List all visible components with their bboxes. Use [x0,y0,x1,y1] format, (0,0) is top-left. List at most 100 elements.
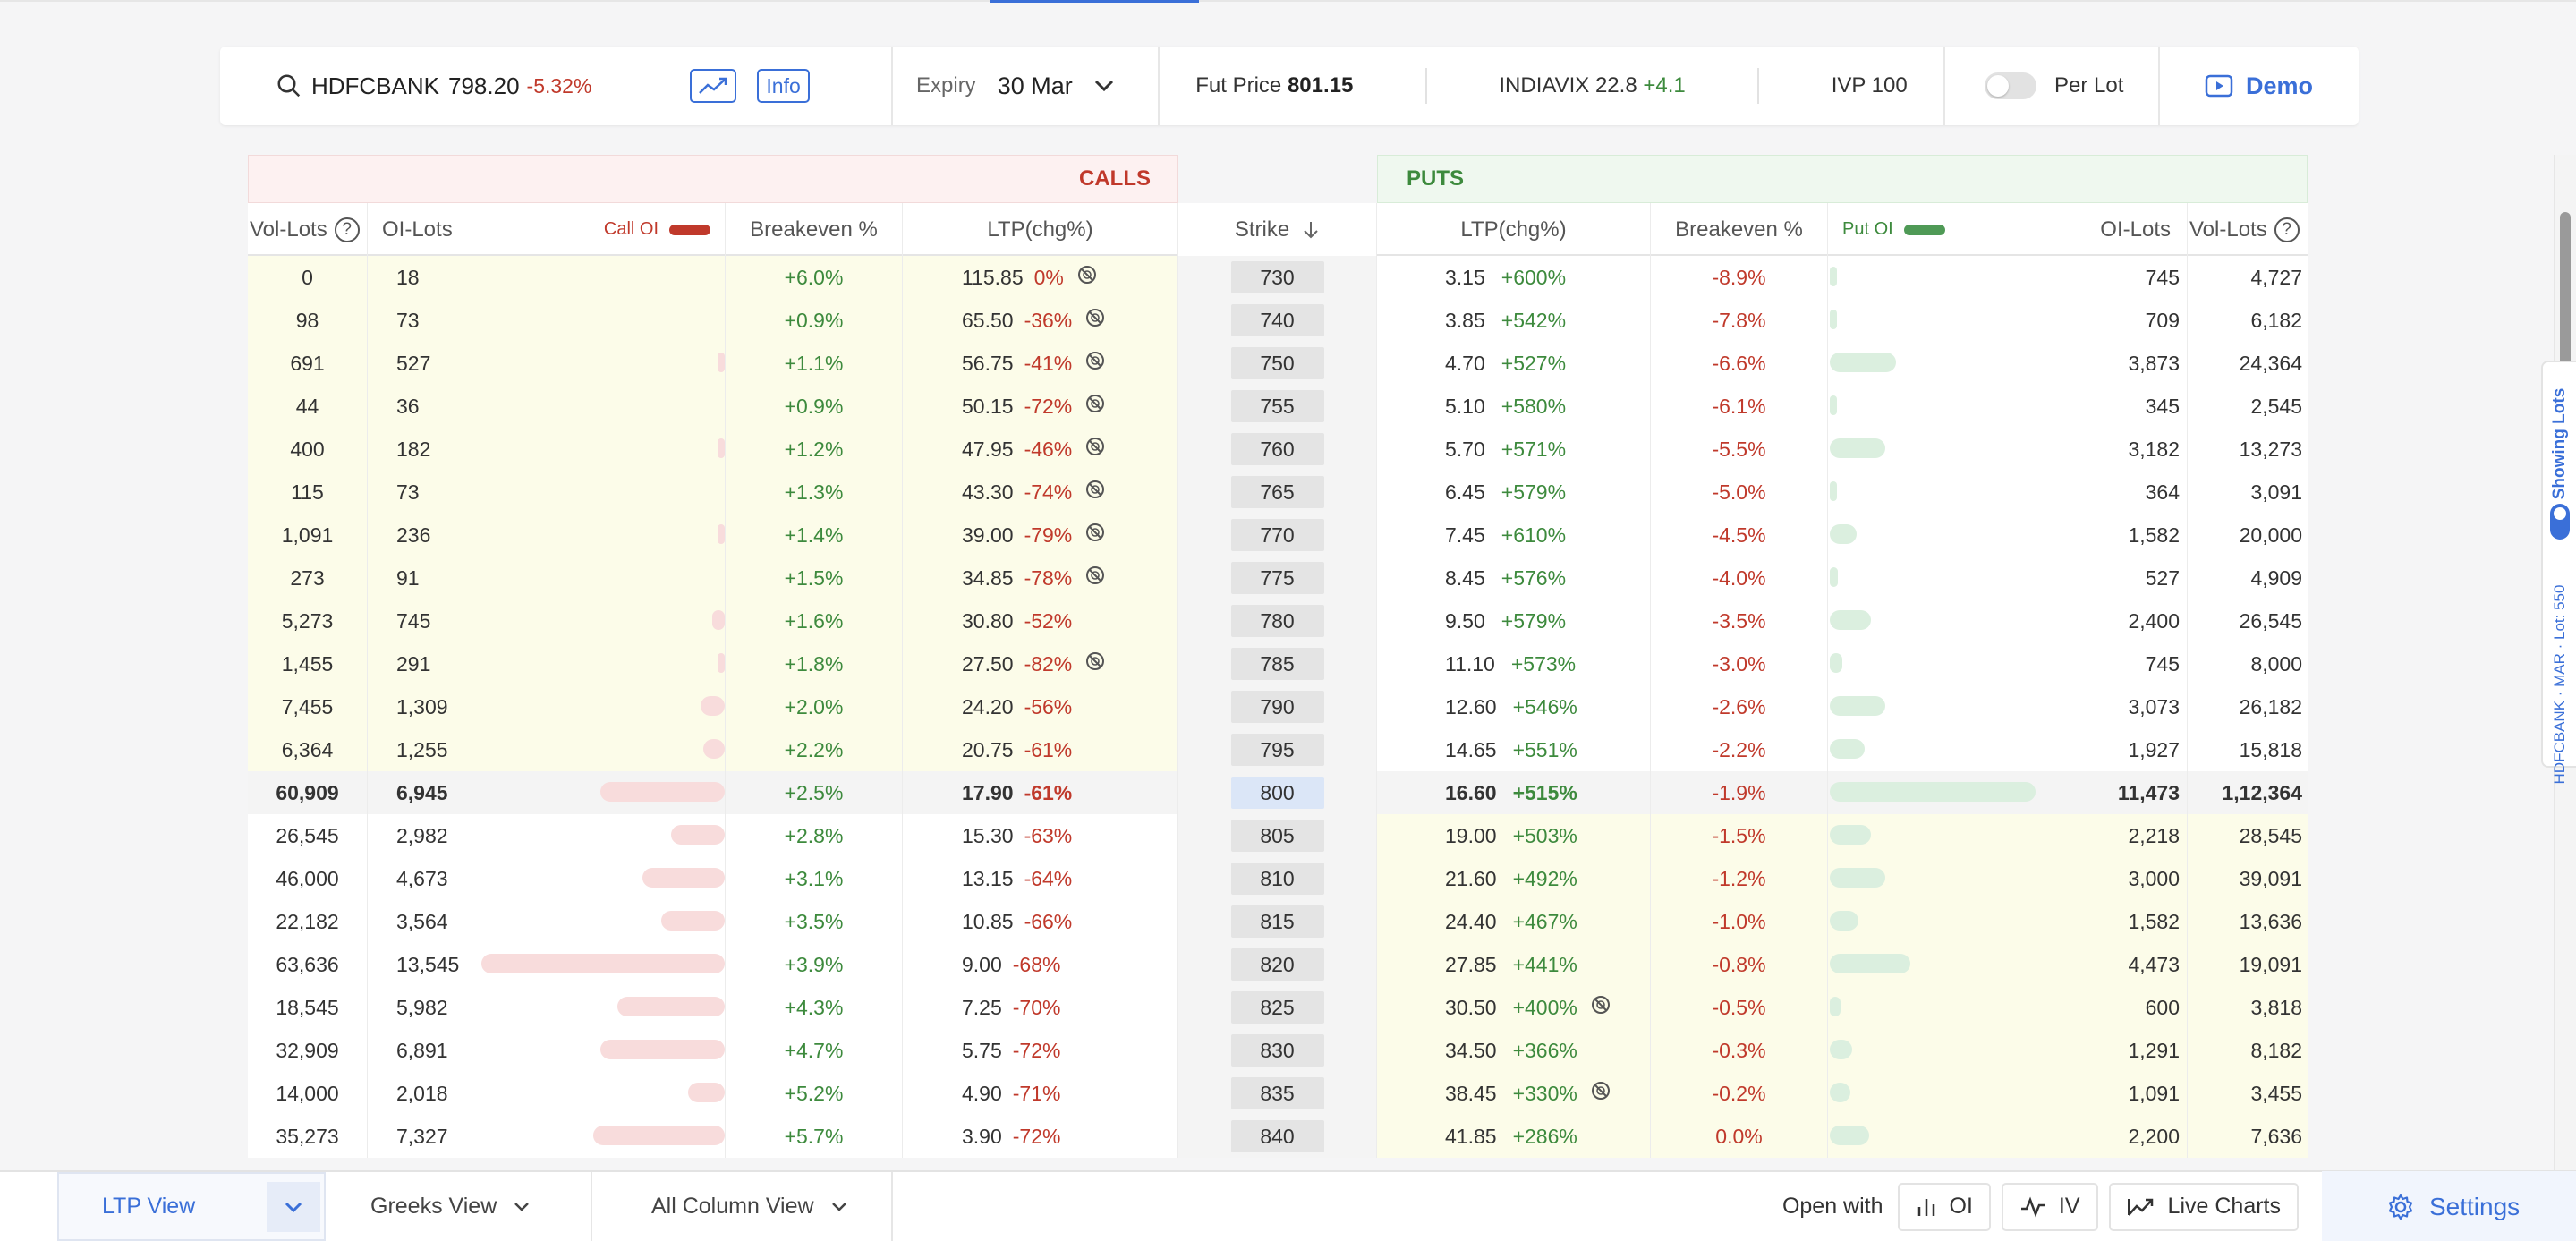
put-ltp-header[interactable]: LTP(chg%) [1377,203,1651,256]
put-ltp[interactable]: 16.60 +515% [1377,771,1651,814]
table-row[interactable]: 1,091 236 +1.4% 39.00 -79% 770 7.45 +610% -4.5% 1… [248,514,2308,557]
call-ltp[interactable]: 24.20 -56% [903,685,1178,728]
call-ltp[interactable]: 10.85 -66% [903,900,1178,943]
put-ltp[interactable]: 11.10 +573% [1377,642,1651,685]
put-ltp[interactable]: 21.60 +492% [1377,857,1651,900]
call-ltp[interactable]: 65.50 -36% [903,299,1178,342]
put-vol-value: 3,818 [2250,995,2302,1019]
table-row[interactable]: 98 73 +0.9% 65.50 -36% 740 3.85 +542% -7.8% 709 6,… [248,299,2308,342]
table-row[interactable]: 60,909 6,945 +2.5% 17.90 -61% 800 16.60 +515% -1… [248,771,2308,814]
table-row[interactable]: 63,636 13,545 +3.9% 9.00 -68% 820 27.85 +441% -0… [248,943,2308,986]
put-ltp[interactable]: 8.45 +576% [1377,557,1651,599]
call-ltp[interactable]: 15.30 -63% [903,814,1178,857]
table-row[interactable]: 6,364 1,255 +2.2% 20.75 -61% 795 14.65 +551% -2.… [248,728,2308,771]
call-ltp-header[interactable]: LTP(chg%) [903,203,1178,256]
put-ltp[interactable]: 3.15 +600% [1377,256,1651,299]
expiry-selector[interactable]: Expiry 30 Mar [893,47,1160,125]
table-row[interactable]: 35,273 7,327 +5.7% 3.90 -72% 840 41.85 +286% 0.0… [248,1115,2308,1158]
put-ltp[interactable]: 6.45 +579% [1377,471,1651,514]
call-ltp[interactable]: 115.85 0% [903,256,1178,299]
greeks-view-button[interactable]: Greeks View [370,1172,592,1241]
put-ltp[interactable]: 5.10 +580% [1377,385,1651,428]
put-ltp[interactable]: 7.45 +610% [1377,514,1651,557]
put-oi-value: 345 [2145,394,2180,418]
table-row[interactable]: 26,545 2,982 +2.8% 15.30 -63% 805 19.00 +503% -1… [248,814,2308,857]
put-oi-bar [1830,567,1838,587]
view-dropdown-button[interactable] [267,1181,320,1232]
put-ltp[interactable]: 30.50 +400% [1377,986,1651,1029]
strike-cell: 790 [1178,685,1377,728]
per-lot-toggle[interactable] [1985,72,2036,99]
strike-value: 835 [1230,1077,1324,1109]
table-row[interactable]: 14,000 2,018 +5.2% 4.90 -71% 835 38.45 +330% -0.… [248,1072,2308,1115]
call-ltp[interactable]: 50.15 -72% [903,385,1178,428]
search-icon[interactable] [276,72,302,99]
table-row[interactable]: 691 527 +1.1% 56.75 -41% 750 4.70 +527% -6.6% 3,8… [248,342,2308,385]
call-ltp[interactable]: 34.85 -78% [903,557,1178,599]
call-ltp[interactable]: 7.25 -70% [903,986,1178,1029]
put-vol-lots: 13,636 [2188,900,2308,943]
put-ltp[interactable]: 5.70 +571% [1377,428,1651,471]
put-ltp[interactable]: 3.85 +542% [1377,299,1651,342]
call-ltp[interactable]: 27.50 -82% [903,642,1178,685]
call-ltp[interactable]: 30.80 -52% [903,599,1178,642]
table-row[interactable]: 22,182 3,564 +3.5% 10.85 -66% 815 24.40 +467% -1… [248,900,2308,943]
lots-toggle[interactable] [2550,504,2570,540]
call-ltp[interactable]: 43.30 -74% [903,471,1178,514]
call-ltp[interactable]: 9.00 -68% [903,943,1178,986]
call-ltp[interactable]: 56.75 -41% [903,342,1178,385]
put-ltp[interactable]: 14.65 +551% [1377,728,1651,771]
table-row[interactable]: 1,455 291 +1.8% 27.50 -82% 785 11.10 +573% -3.0%… [248,642,2308,685]
help-icon[interactable]: ? [2274,217,2300,242]
put-ltp[interactable]: 38.45 +330% [1377,1072,1651,1115]
put-ltp[interactable]: 4.70 +527% [1377,342,1651,385]
call-breakeven-header[interactable]: Breakeven % [726,203,903,256]
call-ltp[interactable]: 13.15 -64% [903,857,1178,900]
put-ltp[interactable]: 12.60 +546% [1377,685,1651,728]
put-breakeven-header[interactable]: Breakeven % [1651,203,1828,256]
put-ltp[interactable]: 27.85 +441% [1377,943,1651,986]
settings-button[interactable]: Settings [2322,1171,2576,1241]
symbol-name[interactable]: HDFCBANK [311,72,440,99]
open-iv-button[interactable]: IV [2001,1182,2098,1231]
put-ltp[interactable]: 34.50 +366% [1377,1029,1651,1072]
call-ltp[interactable]: 3.90 -72% [903,1115,1178,1158]
put-ltp[interactable]: 24.40 +467% [1377,900,1651,943]
put-ltp[interactable]: 9.50 +579% [1377,599,1651,642]
call-ltp[interactable]: 39.00 -79% [903,514,1178,557]
table-row[interactable]: 400 182 +1.2% 47.95 -46% 760 5.70 +571% -5.5% 3,1… [248,428,2308,471]
table-row[interactable]: 115 73 +1.3% 43.30 -74% 765 6.45 +579% -5.0% 364 3… [248,471,2308,514]
arrow-down-icon[interactable] [1302,220,1320,240]
call-ltp[interactable]: 17.90 -61% [903,771,1178,814]
table-row[interactable]: 7,455 1,309 +2.0% 24.20 -56% 790 12.60 +546% -2.… [248,685,2308,728]
ltp-view-button[interactable]: LTP View [57,1172,326,1241]
help-icon[interactable]: ? [334,217,360,242]
table-row[interactable]: 18,545 5,982 +4.3% 7.25 -70% 825 30.50 +400% -0.… [248,986,2308,1029]
all-column-view-button[interactable]: All Column View [651,1172,893,1241]
open-oi-button[interactable]: OI [1897,1182,1991,1231]
put-ltp[interactable]: 41.85 +286% [1377,1115,1651,1158]
table-row[interactable]: 44 36 +0.9% 50.15 -72% 755 5.10 +580% -6.1% 345 2,… [248,385,2308,428]
call-ltp[interactable]: 47.95 -46% [903,428,1178,471]
symbol-section[interactable]: HDFCBANK 798.20 -5.32% Info [220,47,893,125]
put-ltp[interactable]: 19.00 +503% [1377,814,1651,857]
scrollbar-thumb[interactable] [2560,212,2571,389]
showing-lots-sidetab[interactable]: Showing Lots HDFCBANK · MAR · Lot: 550 [2541,361,2576,784]
per-lot-toggle-section[interactable]: Per Lot [1945,47,2160,125]
table-row[interactable]: 46,000 4,673 +3.1% 13.15 -64% 810 21.60 +492% -1… [248,857,2308,900]
demo-button[interactable]: Demo [2160,47,2359,125]
table-row[interactable]: 32,909 6,891 +4.7% 5.75 -72% 830 34.50 +366% -0.… [248,1029,2308,1072]
call-ltp[interactable]: 20.75 -61% [903,728,1178,771]
live-charts-button[interactable]: Live Charts [2108,1182,2299,1231]
expiry-value[interactable]: 30 Mar [997,72,1073,99]
call-ltp[interactable]: 5.75 -72% [903,1029,1178,1072]
call-ltp[interactable]: 4.90 -71% [903,1072,1178,1115]
table-row[interactable]: 273 91 +1.5% 34.85 -78% 775 8.45 +576% -4.0% 527 4… [248,557,2308,599]
table-row[interactable]: 0 18 +6.0% 115.85 0% 730 3.15 +600% -8.9% 745 4,72… [248,256,2308,299]
info-button[interactable]: Info [757,69,810,103]
table-row[interactable]: 5,273 745 +1.6% 30.80 -52% 780 9.50 +579% -3.5% 2… [248,599,2308,642]
chevron-down-icon[interactable] [1092,78,1116,94]
chart-button[interactable] [690,69,737,103]
put-ltp-value: 14.65 [1445,737,1497,761]
strike-header[interactable]: Strike [1178,203,1377,256]
